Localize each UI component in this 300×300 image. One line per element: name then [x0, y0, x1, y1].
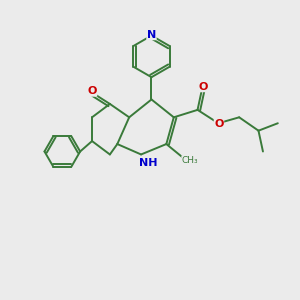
- Text: O: O: [199, 82, 208, 92]
- Text: O: O: [87, 86, 97, 96]
- Text: NH: NH: [139, 158, 158, 168]
- Text: N: N: [147, 30, 156, 40]
- Text: CH₃: CH₃: [182, 156, 198, 165]
- Text: O: O: [214, 119, 224, 129]
